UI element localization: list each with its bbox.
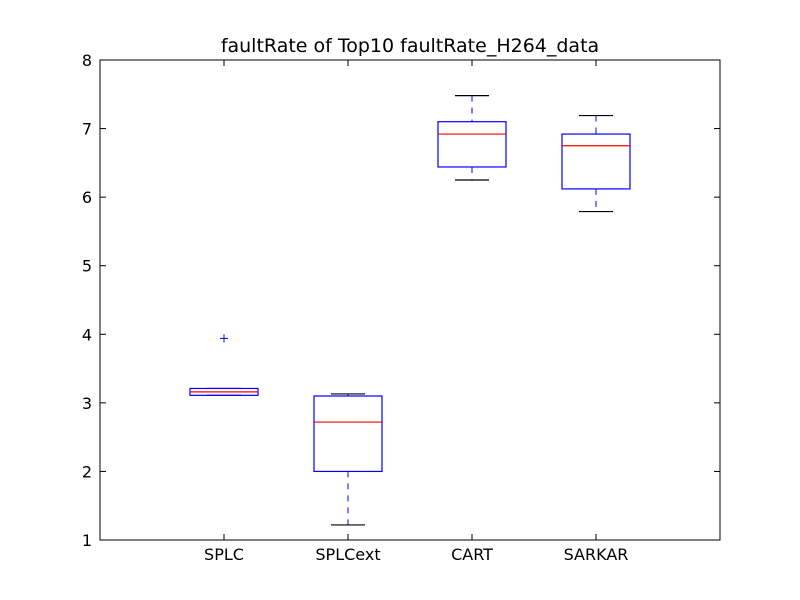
y-tick-label: 8 [82,51,92,70]
x-tick-label: SPLC [204,545,244,564]
y-tick-label: 7 [82,120,92,139]
box-iqr [313,395,383,473]
plot-frame [99,59,721,541]
x-tick-label: CART [451,545,493,564]
y-tick-label: 5 [82,257,92,276]
box-iqr [561,133,631,190]
y-tick-label: 3 [82,394,92,413]
y-tick-label: 6 [82,188,92,207]
x-tick-label: SPLCext [315,545,380,564]
box-iqr [437,121,507,168]
x-tick-label: SARKAR [564,545,629,564]
y-tick-label: 1 [82,531,92,550]
chart-title: faultRate of Top10 faultRate_H264_data [221,35,599,57]
y-tick-label: 4 [82,325,92,344]
plot-area: 1 2 3 4 5 6 7 8 SPLC SPLCext CART SARKAR [82,51,720,564]
y-tick-label: 2 [82,462,92,481]
